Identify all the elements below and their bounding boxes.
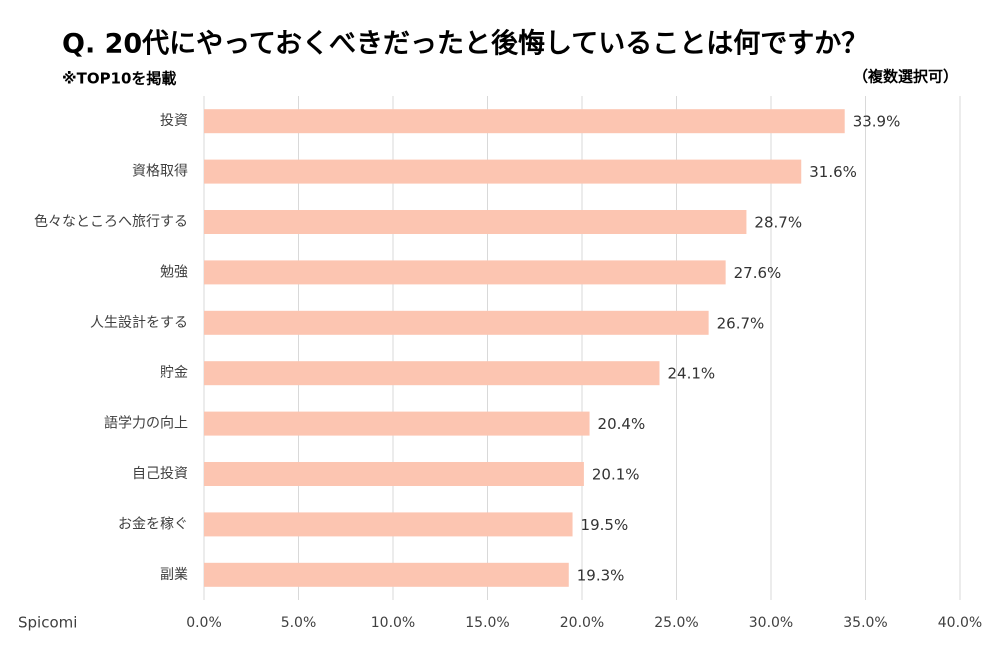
value-label: 19.3% (577, 566, 625, 584)
y-tick-label: お金を稼ぐ (118, 516, 188, 532)
value-label: 27.6% (734, 264, 782, 282)
value-label: 19.5% (581, 516, 629, 534)
bar (204, 310, 709, 335)
chart-note: （複数選択可） (853, 68, 958, 86)
y-tick-label: 資格取得 (132, 163, 188, 180)
x-tick-label: 10.0% (371, 615, 415, 631)
x-tick-label: 15.0% (465, 615, 509, 631)
x-tick-label: 0.0% (186, 615, 222, 631)
bar (204, 109, 845, 134)
bar (204, 210, 747, 234)
y-tick-label: 自己投資 (132, 466, 188, 482)
bar (204, 512, 573, 537)
source: Spicomi (18, 614, 77, 632)
value-label: 24.1% (667, 365, 715, 383)
chart-subtitle: ※TOP10を掲載 (62, 70, 176, 88)
chart-title: Q. 20代にやっておくべきだったと後悔していることは何ですか？ (62, 28, 868, 60)
x-tick-label: 35.0% (843, 615, 887, 631)
value-label: 20.1% (592, 466, 640, 484)
y-tick-label: 人生設計をする (90, 315, 188, 331)
bar (204, 411, 590, 436)
y-tick-label: 勉強 (160, 264, 188, 280)
bar (204, 159, 802, 184)
value-label: 26.7% (717, 314, 765, 332)
bar (204, 361, 660, 386)
x-tick-label: 40.0% (938, 615, 982, 631)
y-tick-label: 投資 (160, 113, 188, 129)
x-tick-label: 30.0% (749, 615, 793, 631)
y-tick-label: 色々なところへ旅行する (34, 213, 188, 230)
value-label: 20.4% (598, 415, 646, 433)
y-tick-label: 貯金 (160, 365, 188, 381)
value-label: 28.7% (754, 214, 802, 232)
x-tick-label: 25.0% (654, 615, 698, 631)
bar (204, 260, 726, 285)
bar (204, 462, 584, 486)
bar (204, 562, 569, 587)
x-tick-label: 20.0% (560, 615, 604, 631)
y-tick-label: 副業 (160, 567, 188, 583)
value-label: 33.9% (853, 113, 901, 131)
x-tick-label: 5.0% (281, 615, 317, 631)
y-tick-label: 語学力の向上 (104, 416, 188, 432)
value-label: 31.6% (809, 163, 857, 181)
